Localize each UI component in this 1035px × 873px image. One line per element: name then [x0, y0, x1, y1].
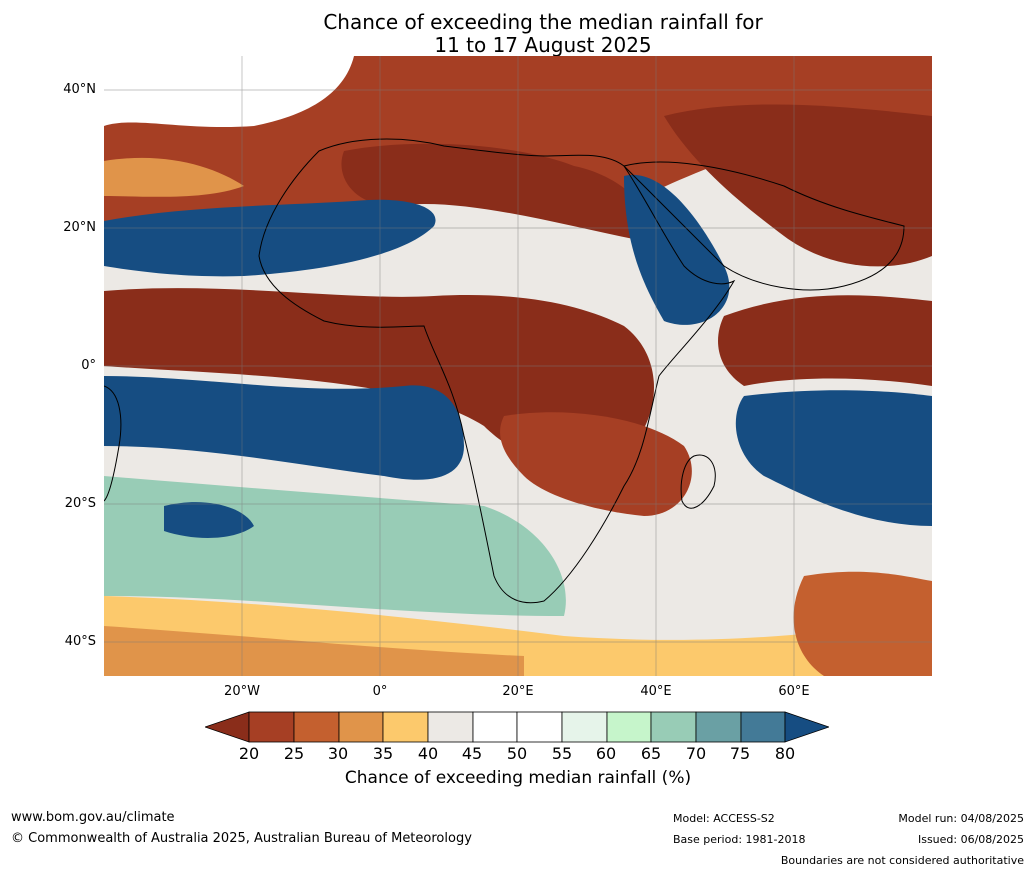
colorbar-tick-label: 45	[461, 744, 483, 763]
atlantic-wet-zone	[104, 376, 464, 480]
issued-date: Issued: 06/08/2025	[917, 833, 1024, 846]
colorbar-segment	[338, 711, 384, 743]
colorbar-segment	[472, 711, 518, 743]
madagascar-coastline	[680, 454, 716, 509]
africa-coastline	[258, 138, 736, 604]
colorbar-segment	[248, 711, 295, 743]
rainfall-probability-map	[104, 56, 932, 676]
lat-label-0: 0°	[81, 358, 96, 373]
arabia-dry-zone	[664, 104, 932, 267]
base-period: Base period: 1981-2018	[673, 833, 806, 846]
colorbar-tick-label: 60	[595, 744, 617, 763]
colorbar-tick-label: 20	[238, 744, 260, 763]
lon-label-40e: 40°E	[640, 684, 672, 699]
arabia-coastline	[623, 161, 905, 291]
colorbar	[205, 711, 829, 743]
lat-label-40s: 40°S	[64, 634, 96, 649]
model-name: Model: ACCESS-S2	[673, 812, 775, 825]
southern-ocean-dry	[104, 626, 524, 676]
colorbar-title: Chance of exceeding median rainfall (%)	[344, 768, 692, 788]
colorbar-low-extension	[205, 711, 250, 743]
lon-label-0: 0°	[372, 684, 388, 699]
colorbar-tick-label: 75	[729, 744, 751, 763]
horn-wet-zone	[624, 174, 730, 325]
map-title-line-2: 11 to 17 August 2025	[434, 33, 652, 57]
colorbar-tick-label: 50	[506, 744, 528, 763]
colorbar-tick-label: 65	[640, 744, 662, 763]
colorbar-tick-label: 30	[327, 744, 349, 763]
south-america-coastline	[104, 385, 122, 502]
map-title-line-1: Chance of exceeding the median rainfall …	[323, 10, 763, 34]
colorbar-tick-label: 40	[417, 744, 439, 763]
lon-label-60e: 60°E	[778, 684, 810, 699]
colorbar-tick-label: 70	[685, 744, 707, 763]
model-run-date: Model run: 04/08/2025	[898, 812, 1024, 825]
graticule	[104, 56, 932, 676]
colorbar-segment	[427, 711, 474, 743]
colorbar-tick-label: 80	[774, 744, 796, 763]
south-atlantic-wet-patch	[164, 502, 254, 538]
copyright-notice: © Commonwealth of Australia 2025, Austra…	[11, 831, 472, 846]
lon-label-20w: 20°W	[224, 684, 260, 699]
lat-label-20n: 20°N	[63, 220, 96, 235]
colorbar-tick-label: 25	[283, 744, 305, 763]
colorbar-high-extension	[784, 711, 829, 743]
lat-label-20s: 20°S	[64, 496, 96, 511]
colorbar-segment	[740, 711, 786, 743]
north-white-band	[104, 56, 354, 128]
colorbar-segment	[561, 711, 608, 743]
indian-ocean-dry-zone	[718, 295, 932, 386]
colorbar-segment	[382, 711, 429, 743]
north-yellow-belt	[104, 157, 244, 197]
colorbar-segment	[516, 711, 563, 743]
colorbar-segment	[293, 711, 340, 743]
colorbar-tick-label: 55	[551, 744, 573, 763]
indian-ocean-wet-zone	[735, 390, 932, 526]
colorbar-segment	[606, 711, 652, 743]
lat-label-40n: 40°N	[63, 82, 96, 97]
colorbar-segment	[695, 711, 742, 743]
sahel-wet-band	[104, 199, 436, 277]
southeast-dry-zone	[793, 571, 932, 676]
colorbar-segment	[650, 711, 697, 743]
colorbar-tick-label: 35	[372, 744, 394, 763]
bom-website-link[interactable]: www.bom.gov.au/climate	[11, 810, 175, 825]
saharan-dry-zone	[341, 143, 650, 241]
lon-label-20e: 20°E	[502, 684, 534, 699]
boundaries-disclaimer: Boundaries are not considered authoritat…	[780, 854, 1024, 867]
